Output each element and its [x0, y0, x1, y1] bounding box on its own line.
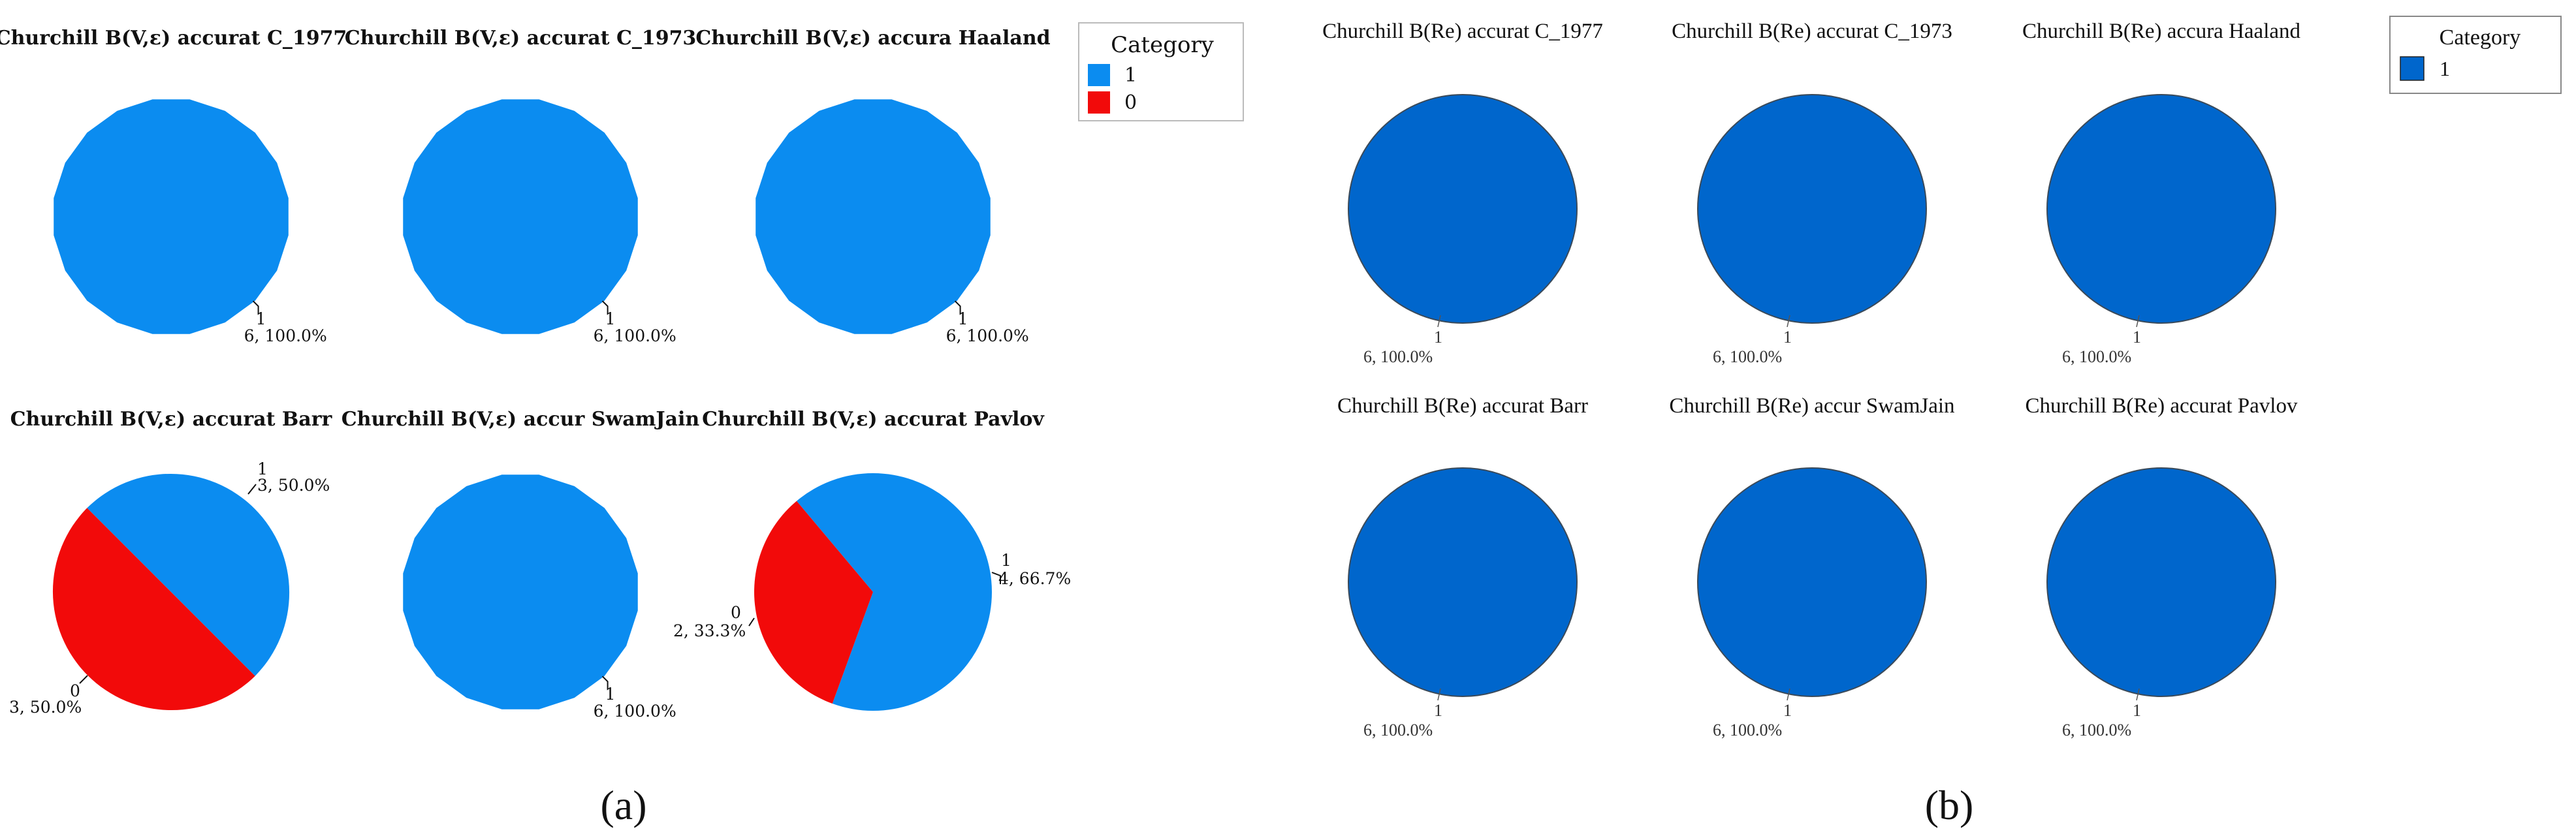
- slice-category-label: 0: [731, 603, 741, 622]
- slice-value-label: 6, 100.0%: [1713, 721, 1782, 739]
- legend-a-swatch-0: [1088, 91, 1110, 114]
- legend-a-title: Category: [1111, 32, 1215, 58]
- slice-category-label: 1: [2133, 701, 2141, 720]
- slice-category-label: 1: [1783, 328, 1792, 347]
- pie-leader-line: [1437, 688, 1441, 701]
- pie-slice-0: [754, 501, 873, 704]
- pie-title: Churchill B(Re) accurat C_1973: [1672, 20, 1952, 43]
- pie-chart-a-5: Churchill B(V,ε) accur SwamJain 16, 100.0…: [342, 408, 700, 721]
- pie-title: Churchill B(Re) accurat C_1977: [1322, 20, 1603, 43]
- slice-category-label: 1: [1434, 328, 1442, 347]
- legend-a: Category 1 0: [1078, 22, 1244, 121]
- pie-slice-1: [2046, 467, 2276, 697]
- legend-b: Category 1: [2389, 16, 2562, 94]
- pie-leader-line: [748, 617, 755, 627]
- pie-leader-line: [252, 300, 259, 315]
- slice-value-label: 6, 100.0%: [2062, 721, 2131, 739]
- pie-slice-1: [1348, 467, 1578, 697]
- slice-value-label: 2, 33.3%: [673, 621, 746, 640]
- pie-title: Churchill B(V,ε) accurat C_1973: [345, 27, 697, 50]
- slice-value-label: 4, 66.7%: [998, 569, 1071, 588]
- pie-slice-1: [1697, 467, 1927, 697]
- pie-title: Churchill B(Re) accur SwamJain: [1669, 394, 1954, 418]
- pie-chart-a-1: Churchill B(V,ε) accurat C_1977 16, 100.0…: [0, 27, 347, 345]
- pie-chart-a-3: Churchill B(V,ε) accura Haaland 16, 100.0…: [695, 27, 1050, 345]
- pie-slice-1: [87, 473, 290, 676]
- slice-value-label: 6, 100.0%: [594, 326, 676, 345]
- slice-category-label: 1: [256, 309, 266, 328]
- slice-category-label: 1: [958, 309, 968, 328]
- pie-title: Churchill B(V,ε) accurat C_1977: [0, 27, 347, 50]
- legend-b-label-1: 1: [2440, 57, 2450, 80]
- pie-slice-1: [797, 473, 993, 711]
- pie-chart-b-5: Churchill B(Re) accur SwamJain 16, 100.0%: [1669, 394, 1954, 739]
- slice-value-label: 6, 100.0%: [1363, 721, 1433, 739]
- caption-b: (b): [1925, 782, 1974, 828]
- pie-title: Churchill B(Re) accura Haaland: [2022, 20, 2301, 43]
- slice-category-label: 1: [1434, 701, 1442, 720]
- pie-title: Churchill B(V,ε) accurat Pavlov: [702, 408, 1045, 431]
- caption-a: (a): [600, 782, 646, 828]
- pie-slice-1: [403, 474, 638, 709]
- pie-leader-line: [1787, 315, 1790, 328]
- slice-category-label: 1: [605, 685, 616, 704]
- pie-leader-line: [2136, 315, 2140, 328]
- legend-b-swatch-1: [2400, 56, 2425, 81]
- legend-a-swatch-1: [1088, 64, 1110, 86]
- slice-category-label: 1: [605, 309, 616, 328]
- slice-value-label: 3, 50.0%: [9, 698, 82, 717]
- pie-slice-1: [755, 99, 991, 334]
- pie-chart-a-6: Churchill B(V,ε) accurat Pavlov 14, 66.7%…: [673, 408, 1071, 711]
- pie-title: Churchill B(Re) accurat Pavlov: [2026, 394, 2298, 418]
- slice-category-label: 1: [1001, 551, 1011, 570]
- pie-chart-b-6: Churchill B(Re) accurat Pavlov 16, 100.0%: [2026, 394, 2298, 739]
- pie-leader-line: [1787, 688, 1790, 701]
- pie-leader-line: [954, 300, 961, 315]
- pie-leader-line: [79, 675, 88, 684]
- pie-title: Churchill B(V,ε) accur SwamJain: [342, 408, 700, 431]
- slice-value-label: 6, 100.0%: [946, 326, 1029, 345]
- pie-slice-1: [54, 99, 289, 334]
- pie-slice-1: [1697, 94, 1927, 324]
- pie-title: Churchill B(V,ε) accura Haaland: [695, 27, 1050, 50]
- pie-title: Churchill B(V,ε) accurat Barr: [10, 408, 333, 431]
- pie-slice-1: [1348, 94, 1578, 324]
- pie-chart-b-3: Churchill B(Re) accura Haaland 16, 100.0%: [2022, 20, 2301, 366]
- slice-value-label: 6, 100.0%: [1713, 347, 1782, 366]
- pie-slice-1: [2046, 94, 2276, 324]
- pie-leader-line: [247, 484, 257, 495]
- pie-leader-line: [601, 676, 609, 690]
- legend-b-title: Category: [2440, 25, 2521, 50]
- slice-value-label: 3, 50.0%: [257, 476, 330, 495]
- slice-category-label: 1: [1783, 701, 1792, 720]
- slice-category-label: 0: [70, 681, 80, 700]
- legend-a-label-1: 1: [1124, 64, 1137, 87]
- pie-leader-line: [991, 572, 1001, 584]
- slice-value-label: 6, 100.0%: [244, 326, 327, 345]
- pie-chart-a-2: Churchill B(V,ε) accurat C_1973 16, 100.0…: [345, 27, 697, 345]
- slice-category-label: 1: [2133, 328, 2141, 347]
- legend-a-label-0: 0: [1124, 91, 1137, 114]
- pie-chart-b-1: Churchill B(Re) accurat C_1977 16, 100.0%: [1322, 20, 1603, 366]
- pie-leader-line: [1437, 315, 1441, 328]
- pie-leader-line: [2136, 688, 2140, 701]
- pie-chart-b-2: Churchill B(Re) accurat C_1973 16, 100.0%: [1672, 20, 1952, 366]
- pie-chart-b-4: Churchill B(Re) accurat Barr 16, 100.0%: [1337, 394, 1588, 739]
- slice-value-label: 6, 100.0%: [594, 702, 676, 721]
- pie-title: Churchill B(Re) accurat Barr: [1337, 394, 1588, 418]
- pie-slice-1: [403, 99, 638, 334]
- slice-value-label: 6, 100.0%: [1363, 347, 1433, 366]
- slice-value-label: 6, 100.0%: [2062, 347, 2131, 366]
- pie-leader-line: [601, 300, 609, 315]
- slice-category-label: 1: [257, 459, 268, 478]
- pie-slice-0: [52, 508, 255, 711]
